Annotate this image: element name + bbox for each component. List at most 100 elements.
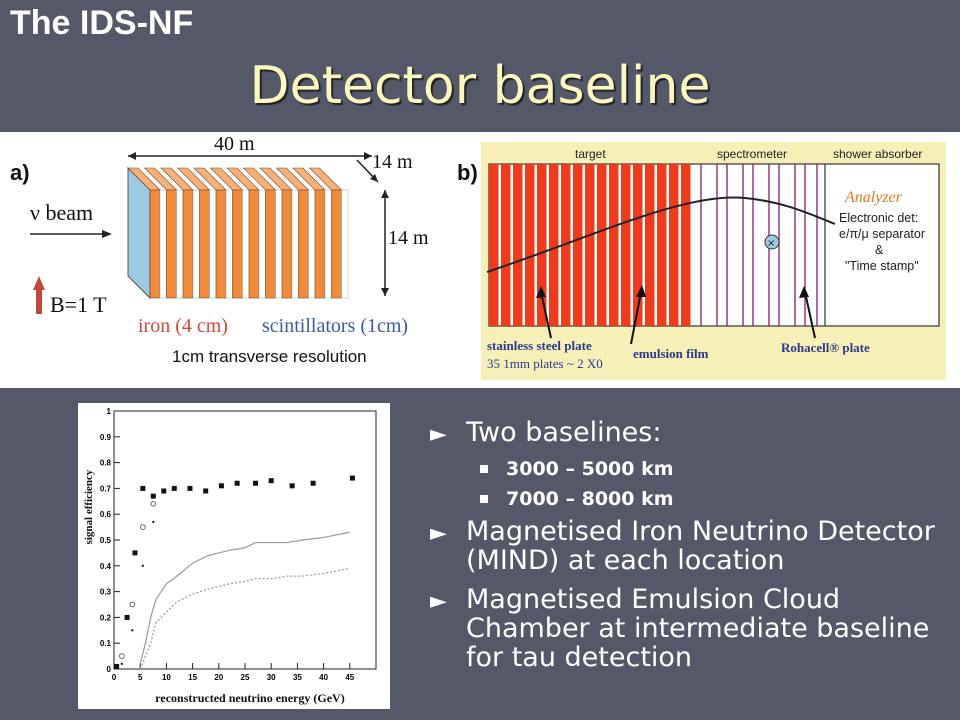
square-bullet-icon — [480, 465, 488, 473]
target-plate — [489, 164, 499, 326]
target-plate — [549, 164, 559, 326]
data-point — [349, 475, 355, 481]
y-tick-label: 1 — [107, 407, 112, 416]
resolution-label: 1cm transverse resolution — [172, 347, 367, 366]
bullet-item: ► Two baselines: — [430, 418, 950, 447]
scintillator-plate — [341, 189, 349, 299]
iron-plate — [331, 189, 342, 299]
data-point — [124, 614, 130, 620]
iron-plate — [248, 189, 260, 299]
y-tick-label: 0.7 — [100, 484, 112, 493]
data-point — [150, 493, 156, 499]
target-plate — [609, 164, 619, 326]
scint-label: scintillators (1cm) — [262, 315, 408, 337]
electronic-3: & — [875, 243, 884, 257]
scintillator-plate — [176, 189, 184, 299]
target-plate — [513, 164, 523, 326]
scintillator-plate — [308, 189, 316, 299]
rohacell-label: Rohacell® plate — [781, 340, 870, 355]
y-tick-label: 0.2 — [100, 613, 112, 622]
dim-length: 40 m — [214, 133, 255, 155]
plates-label: 35 1mm plates ~ 2 X0 — [487, 356, 603, 371]
data-point — [132, 550, 138, 556]
electronic-4: "Time stamp" — [845, 259, 919, 273]
efficiency-plot-panel: 0 0.1 0.2 0.3 0.4 0.5 0.6 0.7 0.8 0.9 1 0 5 10 15 20 25 3… — [78, 403, 390, 709]
data-point — [161, 488, 167, 494]
efficiency-curve — [139, 567, 350, 670]
target-plate — [561, 164, 571, 326]
iron-plate — [199, 189, 210, 299]
field-label: B=1 T — [50, 292, 107, 317]
data-point — [218, 483, 224, 489]
y-tick-label: 0.1 — [100, 639, 112, 648]
figure-a-detector: a) 40 m 14 m 14 m ν beam B=1 T iron (4 c… — [10, 133, 429, 366]
data-point — [234, 480, 240, 486]
target-plate — [597, 164, 607, 326]
y-tick-label: 0.4 — [100, 562, 112, 571]
target-plate — [657, 164, 667, 326]
target-plate — [525, 164, 535, 326]
sub-bullet-text: 7000 – 8000 km — [506, 488, 674, 510]
emulsion-label: emulsion film — [633, 346, 709, 361]
data-point — [252, 480, 258, 486]
plot-xlabel: reconstructed neutrino energy (GeV) — [155, 691, 344, 705]
data-point — [118, 653, 125, 660]
sub-bullet-text: 3000 – 5000 km — [506, 458, 674, 480]
x-tick-label: 40 — [319, 673, 328, 682]
data-point — [203, 488, 209, 494]
y-tick-label: 0.6 — [100, 510, 112, 519]
analyzer-label: Analyzer — [844, 189, 903, 206]
corner-title: The IDS-NF — [10, 4, 194, 42]
y-tick-label: 0.5 — [100, 536, 112, 545]
square-bullet-icon — [480, 495, 488, 503]
target-label: target — [575, 147, 606, 161]
bullet-text: Two baselines: — [466, 417, 662, 448]
bullet-arrow-icon: ► — [430, 422, 447, 447]
absorber-label: shower absorber — [833, 147, 922, 161]
efficiency-plot: 00.10.20.30.40.50.60.70.80.910 5 10 15 20 25 3… — [83, 407, 377, 705]
efficiency-curve — [139, 531, 350, 664]
x-tick-label: 45 — [345, 673, 354, 682]
iron-plate — [265, 189, 276, 299]
x-tick-label: 15 — [188, 673, 197, 682]
bullet-item: ► Magnetised Emulsion Cloud Chamber at in… — [430, 585, 950, 672]
scintillator-plate — [324, 189, 332, 299]
x-tick-label: 10 — [162, 673, 171, 682]
data-point — [141, 564, 145, 567]
data-point — [140, 485, 146, 491]
scintillator-plate — [242, 189, 250, 299]
scintillator-plate — [225, 189, 233, 299]
iron-plate — [149, 189, 161, 299]
bullet-arrow-icon: ► — [430, 521, 447, 546]
target-plate — [633, 164, 643, 326]
data-point — [139, 524, 146, 530]
data-point — [150, 500, 157, 507]
figure-panel: a) 40 m 14 m 14 m ν beam B=1 T iron (4 c… — [0, 132, 960, 388]
target-plate — [669, 164, 679, 326]
bullet-arrow-icon: ► — [430, 589, 447, 614]
electronic-1: Electronic det: — [839, 211, 918, 225]
scintillator-plate — [192, 189, 200, 299]
iron-plate — [166, 189, 177, 299]
iron-plate — [182, 189, 194, 299]
target-plate — [645, 164, 655, 326]
scintillator-plate — [209, 189, 217, 299]
target-plate — [537, 164, 547, 326]
iron-plate — [215, 189, 227, 299]
bullet-text: Magnetised Emulsion Cloud Chamber at int… — [466, 584, 930, 673]
electronic-2: e/π/μ separator — [839, 227, 925, 241]
detector-side — [127, 166, 151, 300]
data-point — [171, 485, 177, 491]
data-point — [289, 483, 295, 489]
bullet-item: ► Magnetised Iron Neutrino Detector (MIND… — [430, 517, 950, 575]
data-point — [131, 629, 134, 632]
data-point — [268, 478, 274, 484]
scintillator-plate — [159, 189, 167, 299]
bullet-list: ► Two baselines: 3000 – 5000 km 7000 – 8000… — [430, 418, 950, 682]
spectrometer-label: spectrometer — [717, 147, 787, 161]
y-tick-label: 0 — [107, 665, 112, 674]
x-tick-label: 35 — [293, 673, 302, 682]
target-plate — [585, 164, 595, 326]
target-plate — [573, 164, 583, 326]
x-tick-label: 5 — [138, 673, 143, 682]
